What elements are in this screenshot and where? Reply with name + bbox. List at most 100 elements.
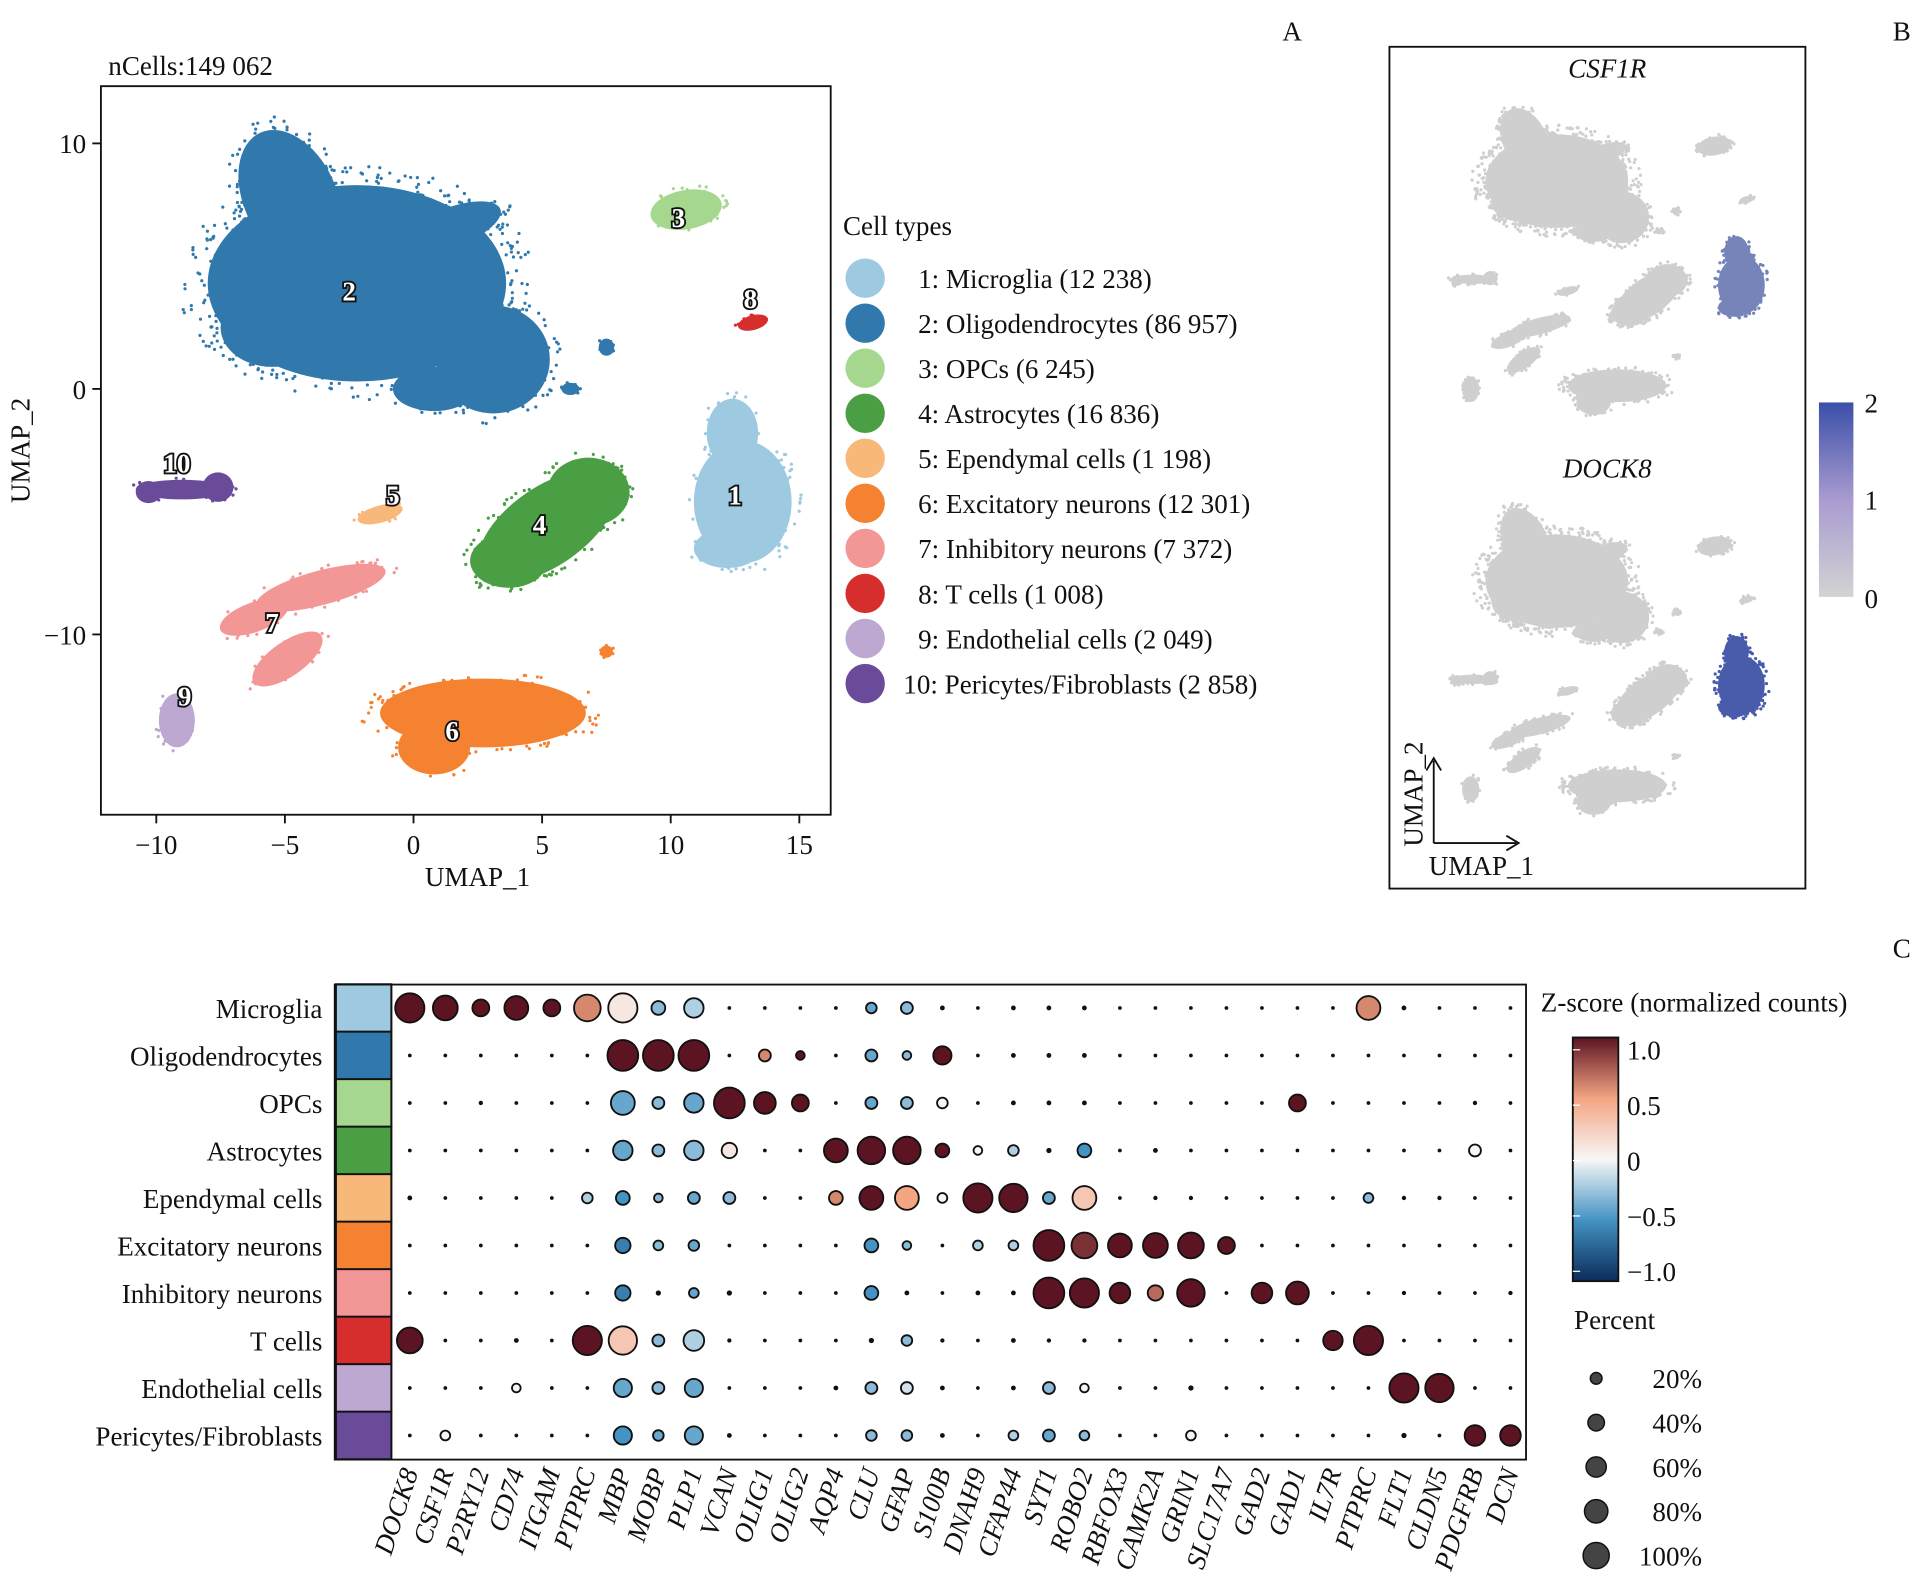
- feature-dock8-cell-point: [1572, 801, 1576, 805]
- umap-cell-point: [739, 562, 743, 566]
- umap-cell-point: [198, 317, 203, 321]
- umap-cell-point: [320, 631, 324, 636]
- feature-csf1r-cell-point: [1655, 316, 1659, 320]
- feature-dock8-cell-point: [1521, 623, 1526, 627]
- umap-cell-point: [204, 344, 208, 348]
- feature-csf1r-cell-point: [1592, 214, 1596, 219]
- feature-dock8-cell-point: [1601, 810, 1605, 815]
- umap-cell-point: [209, 259, 213, 263]
- feature-dock8-cell-point: [1550, 634, 1554, 639]
- feature-csf1r-cell-point: [1722, 253, 1726, 257]
- feature-dock8-cell-point: [1500, 617, 1505, 622]
- umap-cell-point: [505, 498, 509, 502]
- umap-cell-point: [474, 575, 478, 579]
- feature-dock8-cell-point: [1511, 507, 1515, 511]
- umap-cell-point: [560, 567, 564, 571]
- feature-csf1r-cell-point: [1565, 126, 1569, 130]
- feature-csf1r-cell-point: [1743, 201, 1748, 205]
- umap-cell-point: [270, 372, 274, 376]
- feature-dock8-cell-point: [1588, 788, 1592, 792]
- umap-cell-point: [399, 197, 403, 201]
- umap-cell-point: [286, 267, 290, 271]
- feature-dock8-cluster-8: [1739, 593, 1757, 606]
- feature-dock8-cell-point: [1482, 581, 1486, 586]
- dot: [1153, 1053, 1158, 1058]
- feature-csf1r-cell-point: [1526, 336, 1530, 340]
- umap-cell-point: [244, 296, 248, 300]
- feature-dock8-cell-point: [1739, 713, 1743, 717]
- feature-dock8-cell-point: [1681, 684, 1685, 688]
- feature-csf1r-cell-point: [1513, 184, 1517, 188]
- feature-csf1r-cluster-2: [1470, 105, 1682, 250]
- feature-csf1r-cell-point: [1703, 151, 1707, 155]
- dot: [834, 1101, 838, 1105]
- row-label: Pericytes/Fibroblasts: [95, 1421, 322, 1451]
- feature-csf1r-cell-point: [1713, 285, 1717, 289]
- feature-dock8-cell-point: [1648, 688, 1653, 692]
- feature-dock8-cell-point: [1661, 783, 1665, 787]
- row-label: Astrocytes: [207, 1136, 323, 1166]
- dot: [1402, 1101, 1406, 1105]
- feature-dock8-cell-point: [1581, 808, 1585, 812]
- feature-csf1r-cell-point: [1490, 149, 1494, 153]
- feature-csf1r-cell-point: [1600, 411, 1604, 415]
- dot: [652, 1429, 665, 1442]
- umap-cell-point: [534, 575, 538, 579]
- feature-csf1r-cell-point: [1613, 160, 1617, 164]
- feature-dock8-cell-point: [1622, 646, 1626, 650]
- feature-csf1r-cell-point: [1722, 259, 1727, 263]
- feature-csf1r-cell-point: [1606, 134, 1610, 139]
- umap-cell-point: [378, 166, 382, 170]
- feature-csf1r-cell-point: [1648, 308, 1652, 313]
- feature-csf1r-cell-point: [1509, 111, 1513, 115]
- umap-cell-point: [466, 676, 471, 680]
- feature-dock8-cell-point: [1554, 534, 1558, 538]
- feature-csf1r-cell-point: [1578, 130, 1583, 135]
- legend-item: 6: Excitatory neurons (12 301): [845, 483, 1250, 524]
- feature-csf1r-cell-point: [1461, 387, 1465, 391]
- umap-cell-point: [415, 185, 419, 189]
- dot: [1118, 1006, 1122, 1010]
- umap-cell-point: [609, 350, 614, 354]
- umap-cell-point: [232, 211, 236, 215]
- feature-csf1r-cell-point: [1529, 115, 1533, 119]
- feature-dock8-cell-point: [1561, 786, 1565, 790]
- feature-dock8-cell-point: [1581, 790, 1585, 794]
- dot: [932, 1045, 953, 1066]
- umap-cell-point: [784, 521, 788, 525]
- feature-dock8-cell-point: [1611, 639, 1615, 643]
- feature-dock8-cell-point: [1612, 631, 1616, 635]
- feature-csf1r-cell-point: [1598, 390, 1602, 394]
- dot: [443, 1196, 448, 1200]
- feature-dock8-cell-point: [1630, 726, 1634, 730]
- feature-csf1r-cell-point: [1503, 369, 1507, 373]
- umap-cell-point: [317, 650, 321, 654]
- dot: [834, 1006, 838, 1010]
- umap-cell-point: [301, 140, 306, 144]
- feature-csf1r-cell-point: [1635, 299, 1640, 303]
- dot: [1508, 1338, 1513, 1343]
- feature-dock8-cell-point: [1628, 642, 1632, 646]
- umap-cell-point: [276, 601, 280, 605]
- dot: [1295, 1006, 1300, 1010]
- feature-csf1r-cell-point: [1591, 164, 1595, 168]
- feature-dock8-cell-point: [1519, 566, 1523, 571]
- feature-csf1r-cell-point: [1612, 236, 1616, 240]
- umap-cell-point: [576, 710, 580, 714]
- feature-csf1r-cell-point: [1621, 141, 1625, 145]
- feature-csf1r-cell-point: [1502, 182, 1506, 186]
- umap-cell-point: [488, 741, 492, 746]
- legend-swatch: [845, 438, 885, 479]
- umap-cell-point: [729, 569, 733, 574]
- umap-cell-point: [415, 176, 419, 180]
- umap-cell-point: [257, 246, 261, 251]
- umap-cell-point: [263, 247, 268, 252]
- feature-dock8-cell-point: [1763, 692, 1767, 696]
- umap-cell-point: [391, 754, 395, 758]
- umap-cell-point: [756, 449, 760, 453]
- feature-csf1r-cell-point: [1753, 307, 1757, 311]
- umap-cluster-3: [650, 184, 730, 232]
- feature-csf1r-cell-point: [1618, 174, 1622, 178]
- umap-cell-point: [720, 567, 724, 572]
- feature-csf1r-cell-point: [1534, 187, 1538, 191]
